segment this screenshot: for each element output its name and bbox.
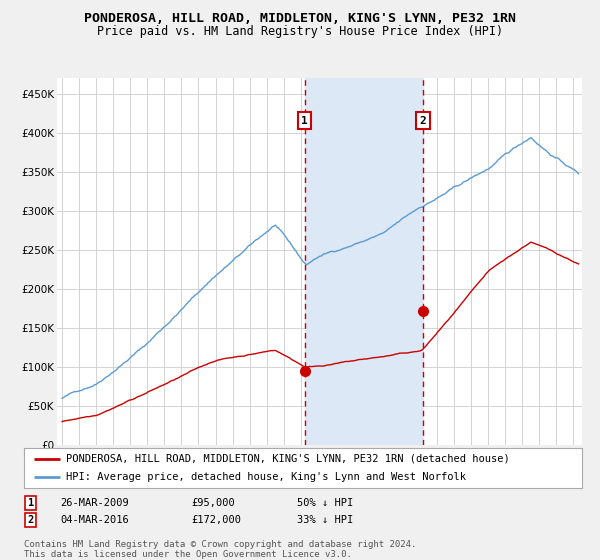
Text: PONDEROSA, HILL ROAD, MIDDLETON, KING'S LYNN, PE32 1RN: PONDEROSA, HILL ROAD, MIDDLETON, KING'S … [84,12,516,25]
Text: 04-MAR-2016: 04-MAR-2016 [60,515,129,525]
Text: £172,000: £172,000 [191,515,241,525]
Text: 1: 1 [301,115,308,125]
Text: 26-MAR-2009: 26-MAR-2009 [60,498,129,508]
Text: 2: 2 [28,515,34,525]
Text: Contains HM Land Registry data © Crown copyright and database right 2024.
This d: Contains HM Land Registry data © Crown c… [24,540,416,559]
Bar [305,78,423,445]
Text: PONDEROSA, HILL ROAD, MIDDLETON, KING'S LYNN, PE32 1RN (detached house): PONDEROSA, HILL ROAD, MIDDLETON, KING'S … [66,454,509,464]
Text: HPI: Average price, detached house, King's Lynn and West Norfolk: HPI: Average price, detached house, King… [66,473,466,482]
Text: £95,000: £95,000 [191,498,235,508]
Text: Price paid vs. HM Land Registry's House Price Index (HPI): Price paid vs. HM Land Registry's House … [97,25,503,38]
Text: 2: 2 [419,115,427,125]
Text: 33% ↓ HPI: 33% ↓ HPI [298,515,353,525]
Text: 50% ↓ HPI: 50% ↓ HPI [298,498,353,508]
Text: 1: 1 [28,498,34,508]
